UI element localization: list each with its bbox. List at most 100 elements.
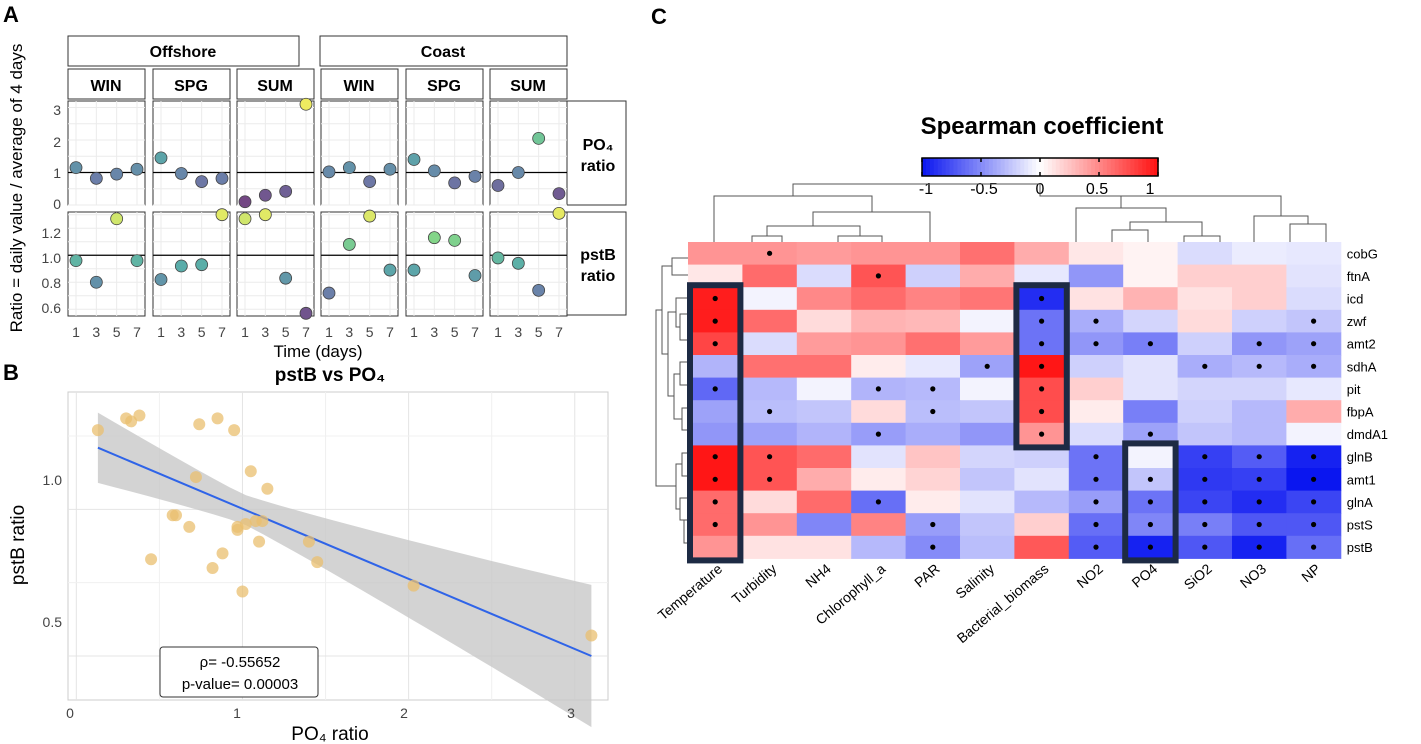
legend-gradient-step <box>977 158 982 176</box>
heatmap-cell <box>796 332 852 356</box>
significance-dot <box>1202 499 1208 505</box>
heatmap-cell <box>960 445 1015 469</box>
facet-strip-coast-spg <box>405 68 484 100</box>
heatmap-cell <box>1232 287 1287 311</box>
significance-dot <box>984 363 990 369</box>
x-tick-label: 7 <box>386 324 394 340</box>
legend-gradient-step <box>1063 158 1069 176</box>
significance-dot <box>930 408 936 415</box>
facet-strip-offshore-label: Offshore <box>150 44 217 61</box>
significance-dot <box>712 386 718 392</box>
heatmap-cell <box>960 309 1015 333</box>
legend-gradient-step <box>1087 158 1092 176</box>
legend-gradient-step <box>1126 158 1132 176</box>
row-label: icd <box>1347 292 1364 307</box>
heatmap-cell <box>1068 400 1124 424</box>
legend-gradient-step <box>1138 158 1143 176</box>
x-tick-label: 1 <box>325 324 333 340</box>
legend-gradient-step <box>1047 158 1053 176</box>
facet-panel-frame <box>320 211 399 317</box>
significance-dot <box>1039 341 1045 347</box>
column-label: NP <box>1298 560 1323 585</box>
significance-dot <box>875 431 882 437</box>
data-point <box>174 259 188 273</box>
facet-strip-offshore <box>67 35 300 67</box>
heatmap-cell <box>960 264 1015 288</box>
legend-gradient-step <box>925 158 931 176</box>
heatmap-cell <box>851 287 907 311</box>
facet-row-strip-pstb <box>565 211 627 316</box>
legend-gradient-step <box>1118 158 1124 176</box>
legend-gradient-step <box>941 158 947 176</box>
facet-strip-offshore-spg <box>152 68 231 100</box>
data-point <box>383 263 397 277</box>
b-x-label: PO₄ ratio <box>291 724 368 744</box>
panel-b-title: pstB vs PO₄ <box>275 365 385 386</box>
heatmap-cell <box>1014 490 1070 514</box>
data-point <box>427 164 441 178</box>
facet-panel <box>236 97 315 209</box>
significance-dot <box>1147 476 1153 482</box>
heatmap-cell <box>960 332 1015 356</box>
data-point <box>238 195 252 209</box>
panel-a-y-label: Ratio = daily value / average of 4 days <box>7 44 26 333</box>
x-tick-label: 1 <box>410 324 418 340</box>
heatmap-cell <box>1014 445 1070 469</box>
data-point <box>299 306 313 320</box>
heatmap-cell <box>688 355 743 379</box>
facet-panel <box>67 211 146 317</box>
heatmap-cell <box>796 535 852 559</box>
heatmap-cell <box>905 422 961 446</box>
data-point <box>279 271 293 285</box>
x-tick-label: 3 <box>177 324 185 340</box>
legend-gradient-step <box>1130 158 1135 176</box>
heatmap-cell <box>851 513 907 537</box>
heatmap-cell <box>796 264 852 288</box>
stats-box <box>159 646 319 698</box>
po4-y-tick-3: 3 <box>53 102 61 118</box>
data-point <box>215 171 229 185</box>
x-tick-label: 7 <box>218 324 226 340</box>
legend-gradient-step <box>1106 158 1112 176</box>
heatmap-cell <box>851 332 907 356</box>
scatter-point <box>239 518 252 530</box>
facet-row-strip-pstb-label2: ratio <box>581 268 616 285</box>
legend-gradient-step <box>1110 158 1116 176</box>
facet-strip-coast-win-label: WIN <box>343 78 374 95</box>
x-tick-label: 7 <box>555 324 563 340</box>
x-tick-label: 3 <box>514 324 522 340</box>
heatmap-cell <box>960 377 1015 401</box>
legend-gradient-step <box>1051 158 1057 176</box>
heatmap-cell <box>1123 445 1179 469</box>
scatter-point <box>91 424 104 437</box>
significance-dot <box>1311 476 1317 482</box>
significance-dot <box>1093 341 1099 347</box>
heatmap-cell <box>851 468 907 492</box>
column-label: PO4 <box>1129 560 1161 590</box>
row-label: pit <box>1347 382 1361 397</box>
heatmap-title: Spearman coefficient <box>921 113 1164 140</box>
significance-dot <box>1256 363 1262 369</box>
x-tick-label: 5 <box>535 324 543 340</box>
column-label: Temperature <box>655 560 726 623</box>
heatmap-cell <box>796 377 852 401</box>
legend-gradient-step <box>1146 158 1151 176</box>
panel-b-letter: B <box>3 360 19 385</box>
legend-gradient-step <box>945 158 951 176</box>
legend-tick-3: 0.5 <box>1086 181 1108 198</box>
significance-dot <box>1202 454 1208 460</box>
heatmap-cell <box>742 490 798 514</box>
row-label: pstB <box>1347 540 1373 555</box>
significance-dot <box>1311 454 1317 460</box>
heatmap-cell <box>905 490 961 514</box>
significance-dot <box>1093 544 1099 550</box>
heatmap-cell <box>1068 264 1124 288</box>
heatmap-cell <box>1123 355 1179 379</box>
row-label: fbpA <box>1347 405 1374 420</box>
heatmap-cell <box>905 264 961 288</box>
stats-pvalue: p-value= 0.00003 <box>182 676 298 693</box>
legend-gradient-step <box>981 158 986 176</box>
significance-dot <box>1147 544 1153 550</box>
significance-dot <box>875 273 882 279</box>
data-point <box>89 275 103 289</box>
